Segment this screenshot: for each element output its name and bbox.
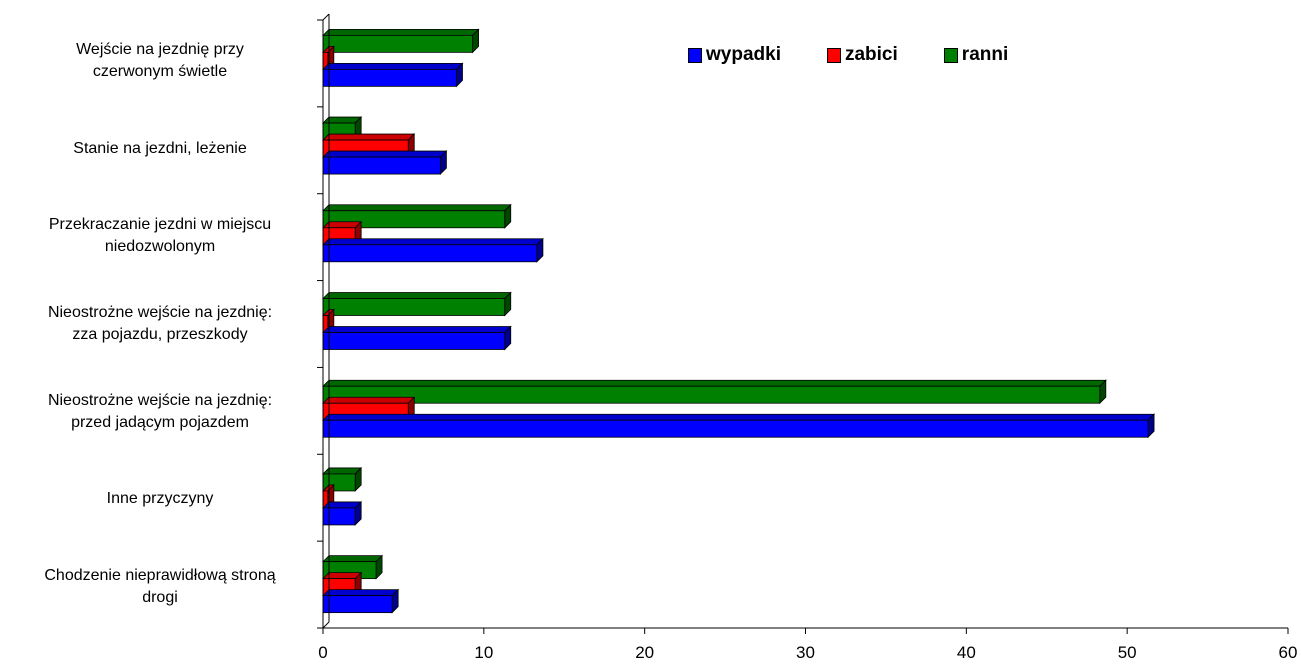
bar-front-face bbox=[322, 385, 1101, 404]
bar-ranni-3 bbox=[322, 291, 512, 317]
category-label-line: przed jadącym pojazdem bbox=[71, 413, 249, 431]
category-label-line: Stanie na jezdni, leżenie bbox=[73, 139, 247, 157]
bar-wypadki-0 bbox=[322, 62, 464, 88]
category-label-line: Przekraczanie jezdni w miejscu bbox=[48, 216, 272, 234]
bar-wypadki-2 bbox=[322, 237, 544, 263]
bar-top-face bbox=[322, 396, 416, 404]
depth-line-top bbox=[322, 13, 330, 21]
legend-swatch-wypadki bbox=[688, 47, 702, 63]
category-label: Wejście na jezdnię przy czerwonym świetle bbox=[10, 39, 310, 83]
bar-top-face bbox=[322, 292, 512, 299]
legend-label-zabici: zabici bbox=[844, 44, 898, 65]
category-label: Przekraczanie jezdni w miejscu niedozwolo… bbox=[10, 214, 310, 258]
bar-top-face bbox=[322, 379, 1107, 387]
category-label-line: Inne przyczyny bbox=[106, 490, 214, 508]
bar-front-face bbox=[322, 332, 506, 350]
bar-wypadki-4 bbox=[322, 413, 1156, 439]
bar-front-face bbox=[322, 156, 441, 175]
axes-group: 0 10 20 30 40 50 60 bbox=[317, 13, 1298, 662]
bar-wypadki-1 bbox=[322, 150, 448, 176]
bar-top-face bbox=[322, 326, 512, 333]
bar-front-face bbox=[322, 34, 473, 53]
legend-swatch-zabici bbox=[826, 47, 841, 63]
category-label-line: Nieostrożne wejście na jezdnię: bbox=[47, 304, 273, 321]
x-tick-label: 40 bbox=[957, 643, 976, 662]
category-label-line: niedozwolonym bbox=[104, 238, 216, 256]
bar-ranni-2 bbox=[322, 203, 512, 229]
bar-top-face bbox=[322, 413, 1156, 421]
category-label-line: czerwonym świetle bbox=[92, 62, 228, 80]
x-tick-label: 10 bbox=[474, 643, 493, 662]
bar-top-face bbox=[322, 238, 544, 246]
bar-top-face bbox=[322, 62, 464, 70]
bar-front-face bbox=[322, 298, 506, 316]
category-label-line: Chodzenie nieprawidłową stroną bbox=[44, 567, 276, 585]
bar-wypadki-6 bbox=[322, 588, 400, 614]
bar-top-face bbox=[322, 28, 480, 36]
x-tick-label: 50 bbox=[1118, 643, 1137, 662]
legend-swatch-ranni bbox=[943, 47, 958, 63]
bar-top-face bbox=[322, 204, 512, 212]
bar-top-face bbox=[322, 589, 400, 597]
category-label: Stanie na jezdni, leżenie bbox=[10, 138, 310, 160]
legend-item-zabici: zabici bbox=[826, 44, 898, 66]
bar-top-face bbox=[322, 150, 448, 158]
bar-ranni-0 bbox=[322, 28, 480, 54]
depth-line-bottom bbox=[322, 621, 330, 629]
bar-front-face bbox=[322, 244, 538, 263]
category-label-line: Wejście na jezdnię przy bbox=[76, 40, 244, 58]
x-tick-label: 20 bbox=[635, 643, 654, 662]
bars-group bbox=[322, 28, 1156, 614]
bar-top-face bbox=[322, 133, 416, 141]
category-label: Inne przyczyny bbox=[10, 488, 310, 510]
bar-front-face bbox=[322, 595, 393, 614]
legend-label-ranni: ranni bbox=[961, 44, 1009, 65]
legend-label-wypadki: wypadki bbox=[706, 44, 781, 65]
category-label-line: drogi bbox=[142, 589, 178, 607]
bar-front-face bbox=[322, 419, 1149, 438]
category-label: Nieostrożne wejście na jezdnię: zza pojaz… bbox=[10, 302, 310, 346]
category-label-line: Nieostrożne wejście na jezdnię: bbox=[47, 391, 273, 409]
category-label: Chodzenie nieprawidłową stroną drogi bbox=[10, 565, 310, 609]
bar-wypadki-3 bbox=[322, 325, 512, 351]
x-tick-label: 30 bbox=[796, 643, 815, 662]
legend-item-ranni: ranni bbox=[943, 44, 1009, 66]
category-label: Nieostrożne wejście na jezdnię: przed jad… bbox=[10, 390, 310, 434]
legend-item-wypadki: wypadki bbox=[688, 44, 781, 66]
bar-top-face bbox=[322, 555, 384, 563]
x-tick-label: 0 bbox=[318, 643, 327, 662]
bar-ranni-4 bbox=[322, 379, 1107, 405]
bar-front-face bbox=[322, 507, 356, 526]
category-label-line: zza pojazdu, przeszkody bbox=[72, 326, 248, 343]
bar-front-face bbox=[322, 68, 457, 87]
bar-wypadki-5 bbox=[322, 500, 363, 526]
x-tick-label: 60 bbox=[1279, 643, 1298, 662]
legend: wypadki zabici ranni bbox=[688, 44, 1008, 66]
